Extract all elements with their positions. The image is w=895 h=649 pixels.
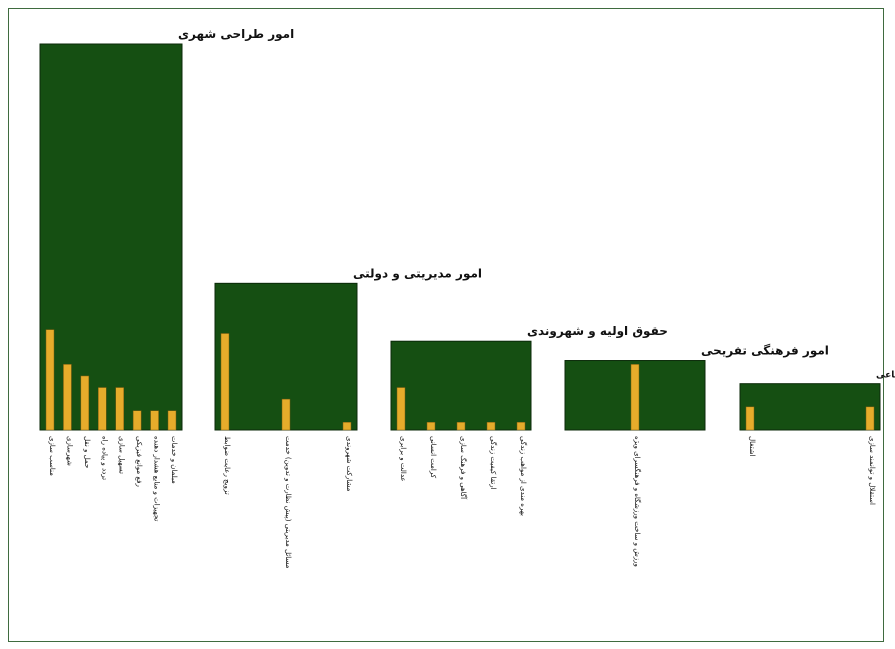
bar-label-1-7: تجهیزات و منابع هشدار دهنده	[153, 436, 161, 521]
bar-1-2	[63, 364, 72, 431]
bar-1-8	[167, 410, 177, 431]
bar-3-3	[456, 422, 466, 431]
bar-label-1-2: شهرسازی	[65, 436, 73, 466]
group-title-1: امور طراحی شهری	[178, 27, 294, 42]
chart-frame	[8, 8, 884, 642]
bar-label-2-3: مشارکت شهروندی	[345, 436, 353, 492]
group-title-2: امور مدیریتی و دولتی	[353, 266, 482, 281]
bar-2-1	[220, 333, 230, 431]
bar-label-4-1: ورزش و ساخت ورزشگاه و فرهنگسرای ویژه	[633, 436, 642, 567]
group-title-5: امور رشد فردی اجتماعی	[876, 371, 895, 381]
bar-5-1	[745, 406, 755, 431]
bar-3-2	[426, 422, 436, 431]
bar-1-6	[132, 410, 142, 431]
bar-2-3	[342, 422, 352, 431]
bar-label-2-2: مسائل مدیریتی (پیش نظارت و تدوین) خدمت	[284, 436, 292, 569]
bar-label-3-1: عدالت و برابری	[399, 436, 407, 482]
bar-label-5-2: استقلال و توانمند سازی	[868, 436, 876, 505]
bar-1-3	[80, 375, 90, 431]
bar-label-3-3: آگاهی و فرهنگ سازی	[459, 436, 468, 500]
group-box-1	[39, 43, 183, 431]
bar-label-1-8: مبلمان و خدمات	[170, 436, 178, 484]
bar-5-2	[865, 406, 875, 431]
bar-1-5	[115, 387, 124, 431]
bar-label-3-5: بهره مندی از مواهب زندگی	[519, 436, 528, 516]
bar-label-1-3: حمل و نقل	[83, 436, 91, 468]
bar-3-1	[396, 387, 406, 431]
bar-4-1	[630, 364, 640, 431]
bar-label-2-1: تزویج رعایت ضوابط	[223, 436, 231, 495]
bar-label-1-1: مناسب سازی	[48, 436, 56, 476]
bar-label-1-6: رفع موانع فیزیکی	[135, 436, 143, 487]
group-title-3: حقوق اولیه و شهروندی	[527, 324, 668, 339]
bar-label-1-5: تسهیل سازی	[118, 436, 126, 474]
bar-1-4	[98, 387, 107, 431]
group-box-5	[739, 383, 881, 431]
bar-label-5-1: اشتغال	[748, 436, 756, 457]
bar-label-1-4: تردد و پیاده راه	[100, 436, 108, 480]
bar-1-7	[150, 410, 159, 431]
group-title-4: امور فرهنگی تفریحی	[701, 344, 829, 359]
bar-2-2	[281, 398, 291, 431]
bar-1-1	[45, 329, 55, 431]
bar-3-5	[516, 422, 526, 431]
bar-label-3-2: کرامت انسانی	[429, 436, 437, 479]
group-box-3	[390, 340, 532, 431]
bar-3-4	[486, 422, 496, 431]
bar-label-3-4: ارتقا کیفیت زندگی	[489, 436, 498, 490]
